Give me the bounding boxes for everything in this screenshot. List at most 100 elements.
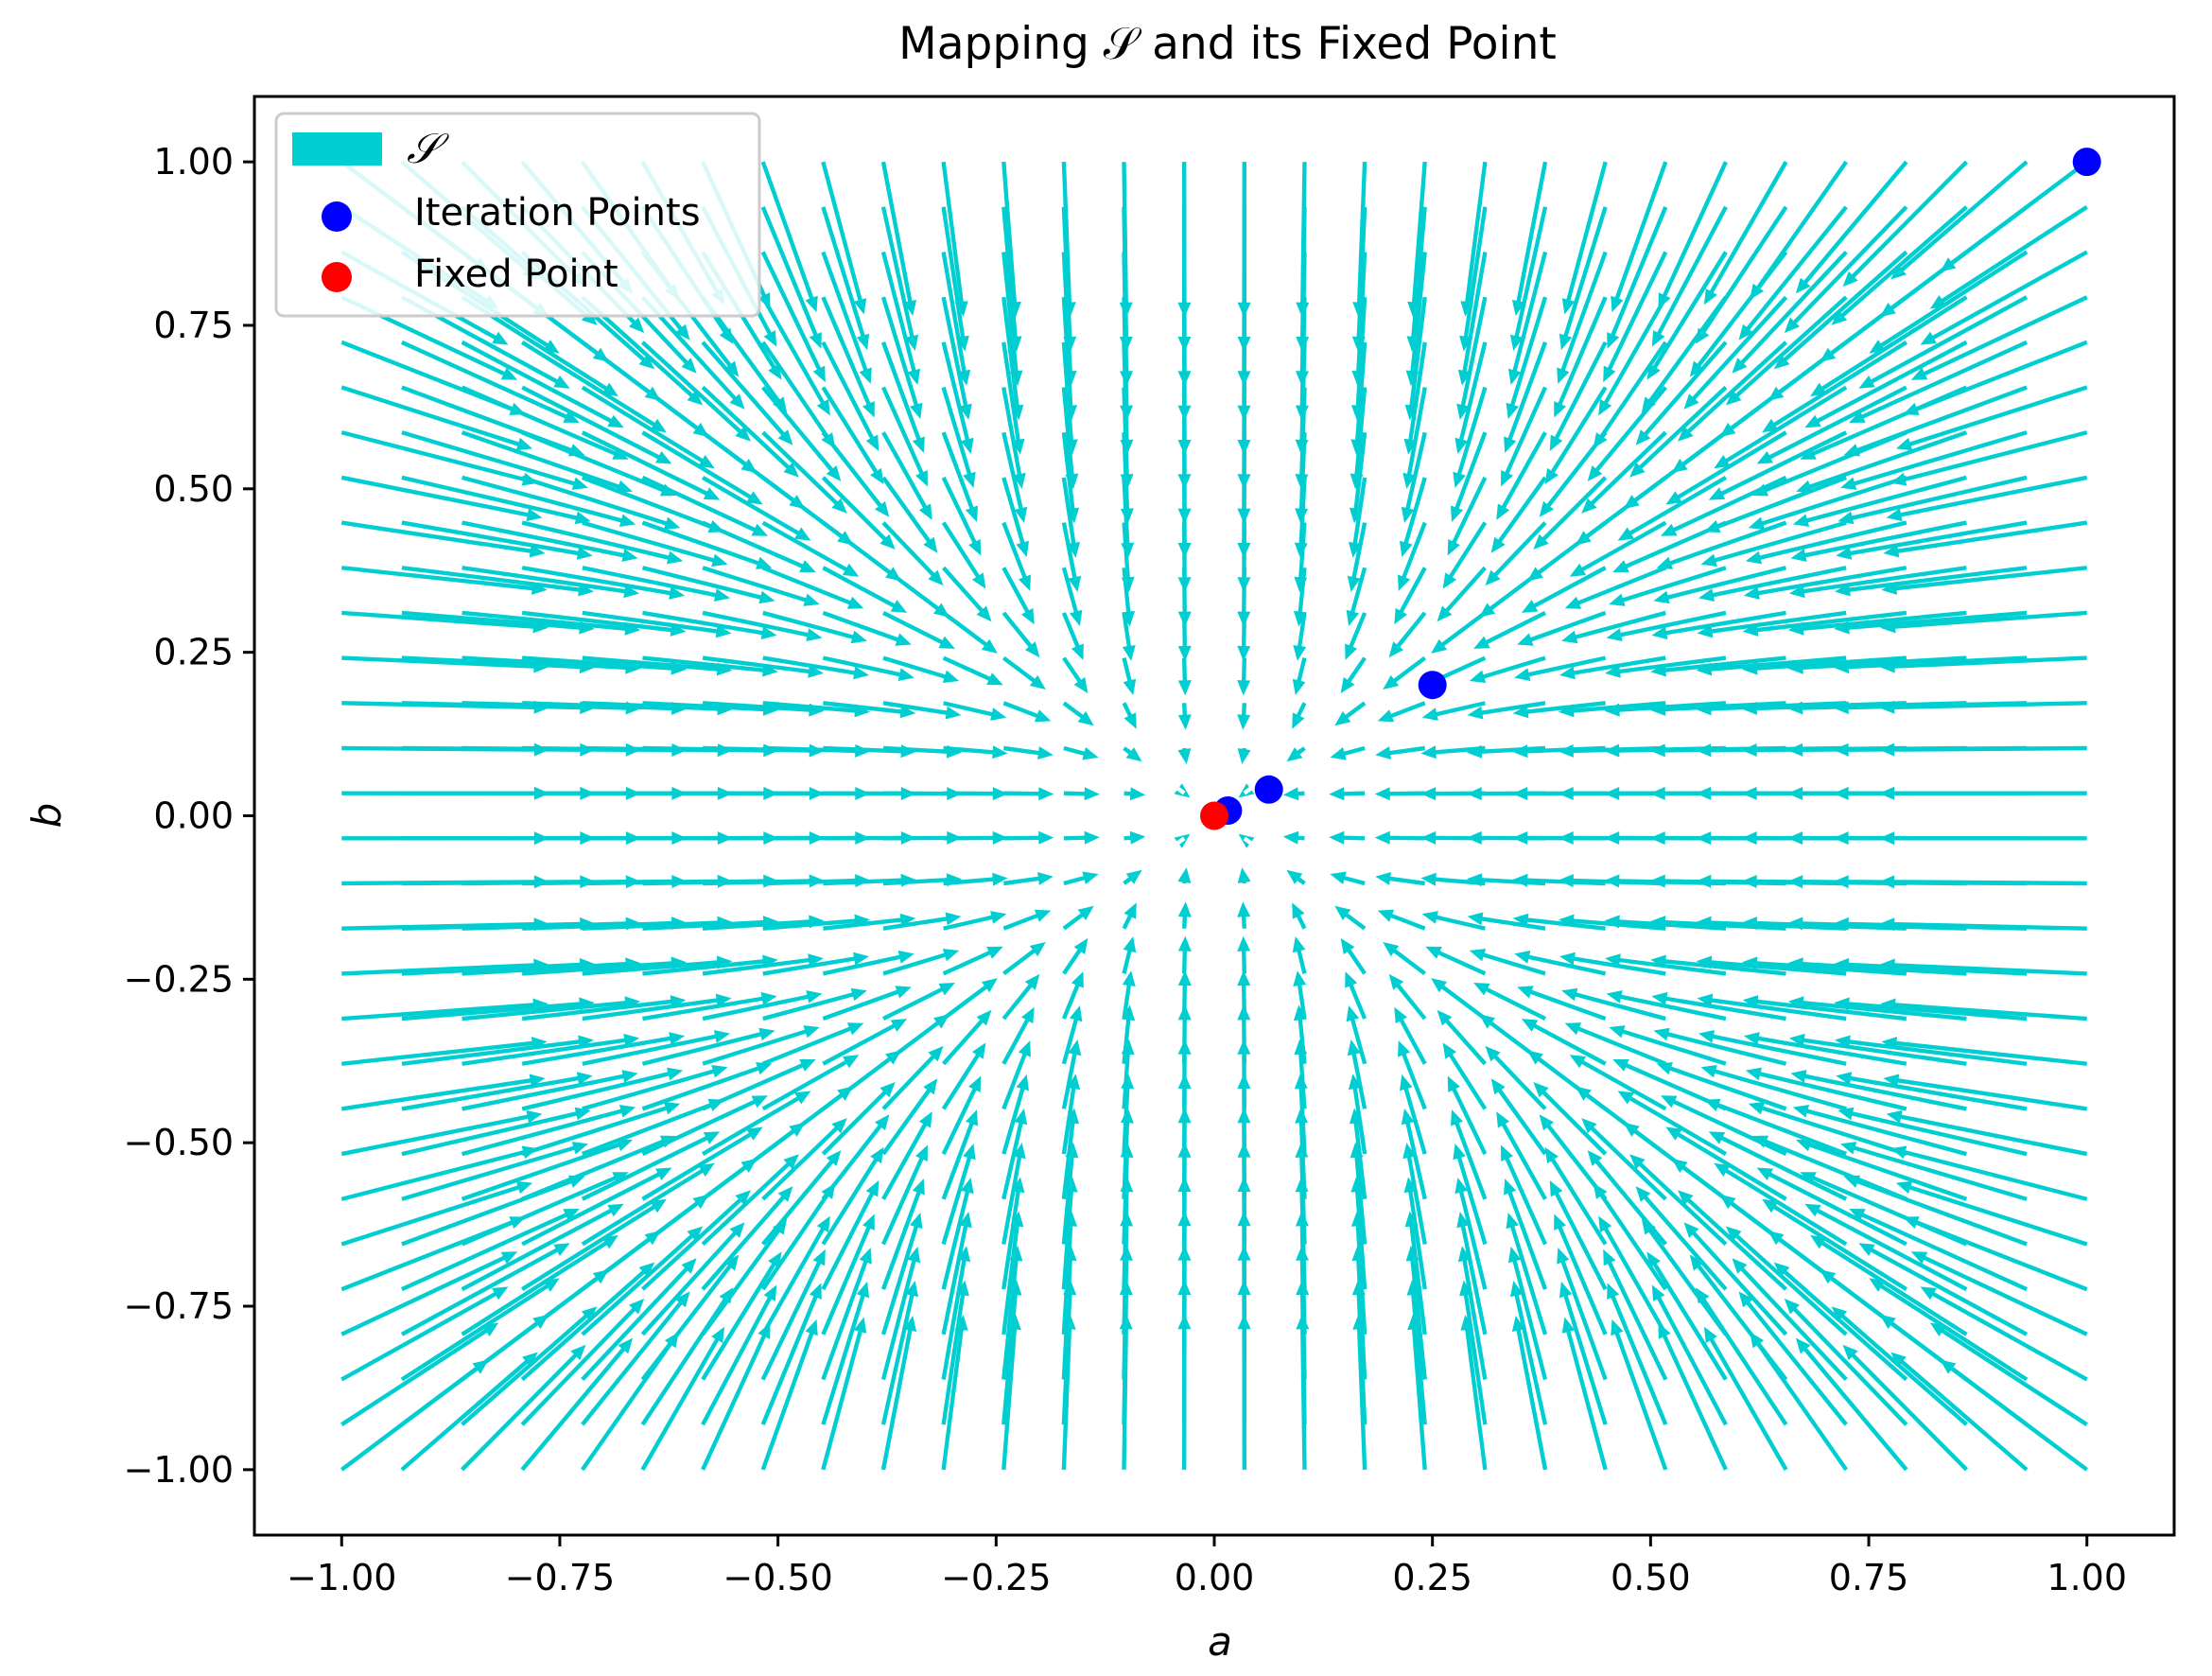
quiver-arrow xyxy=(1177,1004,1192,1064)
fixed-point xyxy=(1200,801,1228,830)
quiver-arrow xyxy=(1404,1211,1427,1336)
quiver-arrow xyxy=(1003,787,1054,801)
quiver-arrow xyxy=(1177,1039,1192,1109)
quiver-arrow xyxy=(581,1258,697,1381)
quiver-arrow xyxy=(761,566,864,609)
quiver-arrow xyxy=(1282,830,1305,845)
quiver-arrow xyxy=(1351,1245,1367,1380)
quiver-arrow xyxy=(1061,1039,1082,1109)
quiver-arrow xyxy=(642,610,777,640)
quiver-arrow xyxy=(882,701,962,720)
quiver-arrow xyxy=(642,916,779,931)
quiver-arrow xyxy=(401,701,596,715)
quiver-arrow xyxy=(462,610,641,636)
quiver-arrow xyxy=(581,295,704,406)
quiver-arrow xyxy=(1507,251,1548,385)
quiver-arrow xyxy=(1431,611,1487,654)
quiver-arrow xyxy=(520,1337,634,1472)
quiver-arrow xyxy=(641,520,773,569)
quiver-arrow xyxy=(1910,1251,2088,1336)
quiver-arrow xyxy=(1611,1318,1668,1471)
quiver-arrow xyxy=(1453,1144,1488,1246)
quiver-arrow xyxy=(1544,386,1608,485)
quiver-arrow xyxy=(521,1167,672,1247)
quiver-arrow xyxy=(401,1209,580,1292)
quiver-arrow xyxy=(641,1126,763,1201)
quiver-arrow xyxy=(461,1172,629,1247)
quiver-arrow xyxy=(701,295,788,413)
quiver-arrow xyxy=(1122,936,1137,974)
quiver-arrow xyxy=(1869,250,2029,354)
quiver-arrow xyxy=(1496,1111,1547,1200)
quiver-arrow xyxy=(1457,1246,1488,1380)
quiver-arrow xyxy=(1858,1243,2029,1336)
y-tick-label: −0.25 xyxy=(124,958,234,1000)
y-axis-label: b xyxy=(24,803,70,829)
quiver-arrow xyxy=(880,1316,917,1471)
legend-marker-fixed-point xyxy=(322,262,352,292)
quiver-arrow xyxy=(1447,476,1488,556)
quiver-arrow xyxy=(1725,1226,1848,1336)
quiver-arrow xyxy=(1459,1280,1488,1425)
quiver-arrow xyxy=(1001,1074,1029,1155)
quiver-arrow xyxy=(1879,786,2087,800)
quiver-arrow xyxy=(641,566,775,604)
quiver-arrow xyxy=(1122,1004,1136,1064)
quiver-arrow xyxy=(1442,521,1488,589)
quiver-arrow xyxy=(1810,295,1968,397)
quiver-arrow xyxy=(1003,745,1054,759)
quiver-arrow xyxy=(1063,871,1099,886)
quiver-arrow xyxy=(521,1102,681,1157)
quiver-arrow xyxy=(943,911,1007,931)
quiver-arrow xyxy=(761,1022,864,1066)
quiver-arrow xyxy=(1796,1138,1968,1201)
quiver-arrow xyxy=(341,958,549,976)
quiver-arrow xyxy=(1521,566,1607,613)
quiver-arrow xyxy=(1796,430,1968,494)
quiver-arrow xyxy=(1340,656,1367,694)
quiver-arrow xyxy=(1177,162,1192,318)
quiver-arrow xyxy=(1557,251,1608,384)
quiver-arrow xyxy=(1293,1004,1307,1064)
quiver-arrow xyxy=(1559,1282,1608,1425)
quiver-arrow xyxy=(1509,1281,1548,1425)
quiver-arrow xyxy=(942,946,1003,976)
quiver-arrow xyxy=(340,475,543,522)
quiver-arrow xyxy=(1840,1142,2028,1201)
quiver-arrow xyxy=(582,993,732,1021)
quiver-arrow xyxy=(1879,875,2087,889)
quiver-arrow xyxy=(641,1095,768,1157)
y-tick-label: 0.50 xyxy=(153,468,234,510)
quiver-arrow xyxy=(941,386,976,488)
quiver-arrow xyxy=(1554,296,1608,418)
quiver-arrow xyxy=(1738,205,1848,340)
quiver-arrow xyxy=(1512,913,1606,931)
quiver-arrow xyxy=(821,251,872,384)
quiver-arrow xyxy=(1517,610,1607,646)
quiver-arrow xyxy=(1407,162,1427,318)
quiver-arrow xyxy=(1061,1108,1080,1199)
y-tick-label: −0.50 xyxy=(124,1122,234,1163)
quiver-arrow xyxy=(1405,1245,1427,1380)
quiver-arrow xyxy=(641,1062,773,1111)
quiver-arrow xyxy=(581,385,715,469)
quiver-arrow xyxy=(1703,1326,1788,1471)
quiver-arrow xyxy=(1374,787,1425,801)
quiver-arrow xyxy=(1617,1091,1727,1156)
quiver-arrow xyxy=(1394,567,1427,625)
quiver-arrow xyxy=(1700,1065,1847,1111)
quiver-arrow xyxy=(941,161,968,317)
quiver-arrow xyxy=(462,520,638,562)
y-tick-label: 0.25 xyxy=(153,632,234,673)
quiver-arrow xyxy=(340,520,546,558)
quiver-arrow xyxy=(462,917,641,931)
quiver-arrow xyxy=(1708,430,1848,500)
quiver-arrow xyxy=(462,1033,640,1066)
quiver-arrow xyxy=(1756,385,1907,464)
quiver-arrow xyxy=(941,206,969,352)
quiver-arrow xyxy=(462,475,636,527)
quiver-arrow xyxy=(641,340,751,442)
quiver-arrow xyxy=(582,1030,730,1066)
quiver-arrow xyxy=(401,1142,588,1201)
quiver-arrow xyxy=(1879,958,2087,976)
